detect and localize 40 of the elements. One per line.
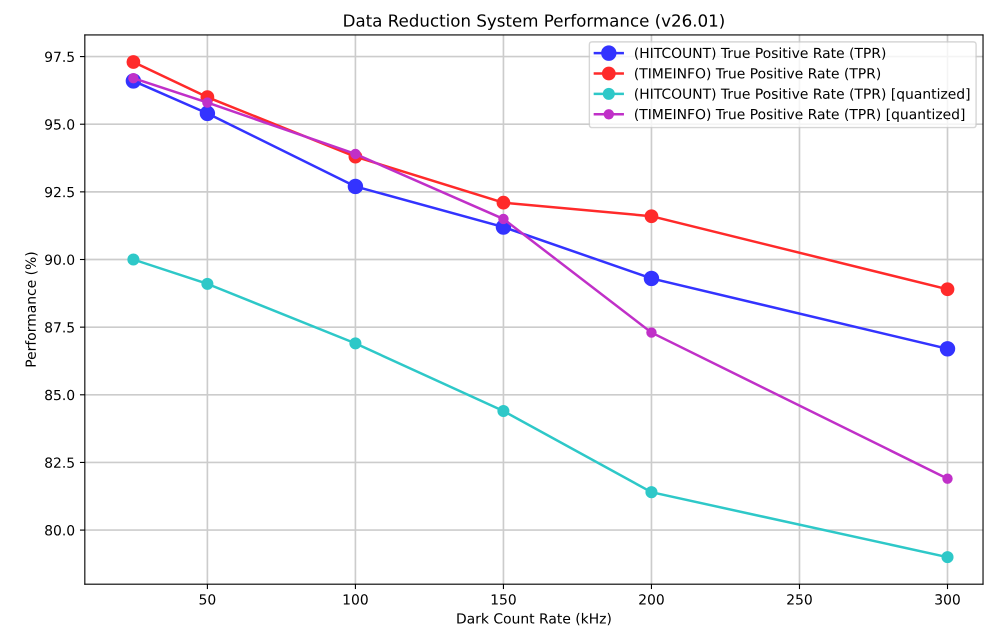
x-tick-label: 200 [639,594,664,605]
point [349,337,362,350]
point [200,106,216,122]
point [350,148,361,160]
point [645,486,658,498]
point [127,253,140,266]
x-tick-label: 100 [344,594,368,605]
point [126,55,140,69]
legend-label: (HITCOUNT) True Positive Rate (TPR) [635,47,886,60]
y-tick-label: 85.0 [45,390,74,400]
y-axis-title: Performance (%) [25,252,38,366]
legend-label: (TIMEINFO) True Positive Rate (TPR) [635,68,880,80]
x-tick-label: 150 [492,594,516,605]
point [940,341,956,357]
point [498,214,509,224]
point [644,270,660,286]
y-tick-label: 92.5 [45,186,74,198]
y-tick-label: 95.0 [45,119,74,130]
y-tick-label: 80.0 [45,525,74,536]
point [941,551,954,564]
x-tick-label: 300 [935,594,960,605]
y-tick-label: 82.5 [45,457,74,468]
point [202,97,213,108]
x-tick-label: 250 [787,594,812,605]
x-tick-label: 50 [200,594,216,605]
chart-title: Data Reduction System Performance (v26.01) [344,14,724,30]
point [940,282,954,296]
point [497,404,510,418]
point [348,178,364,194]
point [644,209,658,224]
legend-label: (TIMEINFO) True Positive Rate (TPR) [quantized] [635,108,964,122]
point [496,196,510,210]
y-tick-label: 97.5 [45,52,74,62]
x-axis-title: Dark Count Rate (kHz) [457,612,611,626]
y-tick-label: 90.0 [45,254,74,265]
point [646,327,657,338]
legend-label: (HITCOUNT) True Positive Rate (TPR) [quantized] [635,88,970,102]
point [942,473,953,484]
y-tick-label: 87.5 [45,322,74,333]
point [201,278,214,290]
